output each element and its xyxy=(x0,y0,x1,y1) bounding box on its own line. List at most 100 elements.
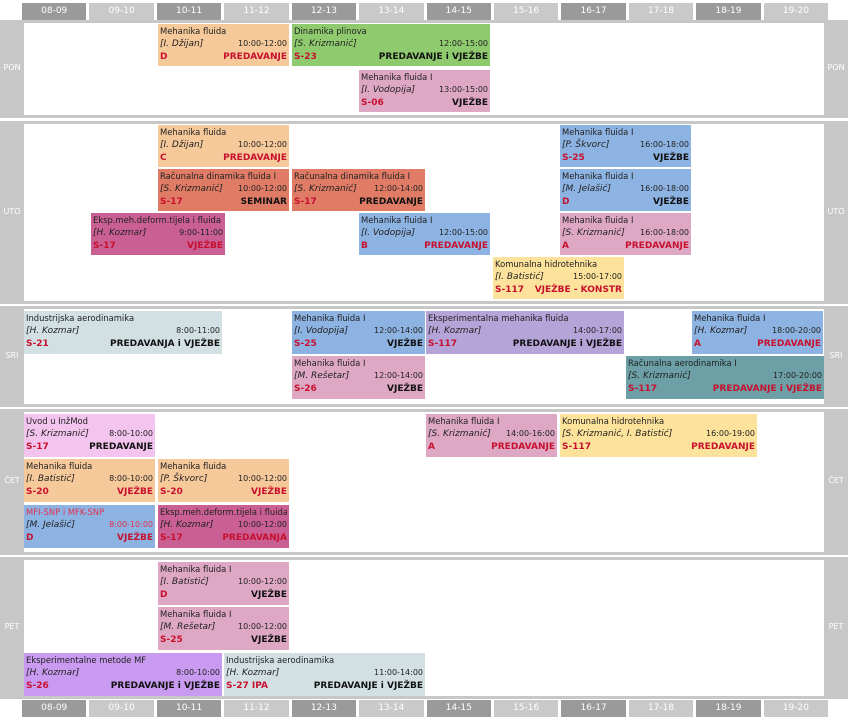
event-block[interactable]: Mehanika fluida I [P. Škvorc] 16:00-18:00 S… xyxy=(560,125,691,167)
event-title: Mehanika fluida I xyxy=(361,72,433,82)
event-time: 10:00-12:00 xyxy=(238,622,287,631)
event-block[interactable]: MFI-SNP i MFK-SNP [M. Jelašić] 8:00-10:00 D… xyxy=(24,505,155,548)
event-title: Eksperimentalne metode MF xyxy=(26,655,147,665)
event-lecturer: [I. Džijan] xyxy=(160,140,204,150)
event-type: VJEŽBE xyxy=(653,197,689,207)
event-block[interactable]: Mehanika fluida I [S. Krizmanić] 16:00-18:… xyxy=(560,213,691,255)
event-block[interactable]: Komunalna hidrotehnika [I. Batistić] 15:00… xyxy=(493,257,624,299)
hour-label-19-20: 19-20 xyxy=(763,3,829,20)
event-time: 13:00-15:00 xyxy=(439,85,488,94)
hour-label-08-09: 08-09 xyxy=(22,3,87,20)
hour-label-10-11: 10-11 xyxy=(156,700,222,717)
event-block[interactable]: Računalna dinamika fluida I [S. Krizmanić… xyxy=(292,169,425,211)
event-block[interactable]: Industrijska aerodinamika [H. Kozmar] 8:00… xyxy=(24,311,222,354)
event-title: Mehanika fluida I xyxy=(294,358,366,368)
event-block[interactable]: Eksp.meh.deform.tijela i fluida [H. Kozma… xyxy=(158,505,289,548)
event-block[interactable]: Mehanika fluida [P. Škvorc] 10:00-12:00 S-2… xyxy=(158,459,289,502)
event-block[interactable]: Mehanika fluida [I. Batistić] 8:00-10:00 S-… xyxy=(24,459,155,502)
event-lecturer: [H. Kozmar] xyxy=(226,668,280,678)
event-lecturer: [H. Kozmar] xyxy=(428,326,482,336)
event-type: PREDAVANJE xyxy=(757,339,821,349)
event-lecturer: [S. Krizmanić, I. Batistić] xyxy=(562,429,673,439)
event-lecturer: [I. Batistić] xyxy=(495,272,544,282)
event-time: 10:00-12:00 xyxy=(238,520,287,529)
day-row-pet: PET PET Mehanika fluida I [I. Batistić] 10:0… xyxy=(0,557,848,699)
event-room: A xyxy=(562,241,569,251)
event-block[interactable]: Eksperimentalna mehanika fluida [H. Kozma… xyxy=(426,311,624,354)
event-time: 14:00-16:00 xyxy=(506,429,555,438)
event-title: Mehanika fluida xyxy=(26,461,93,471)
event-time: 10:00-12:00 xyxy=(238,474,287,483)
event-block[interactable]: Uvod u InžMod [S. Krizmanić] 8:00-10:00 S-1… xyxy=(24,414,155,457)
event-title: Mehanika fluida I xyxy=(562,171,634,181)
event-type: VJEŽBE - KONSTR xyxy=(534,285,622,295)
event-block[interactable]: Komunalna hidrotehnika [S. Krizmanić, I. … xyxy=(560,414,757,457)
event-title: Mehanika fluida xyxy=(160,461,227,471)
event-type: PREDAVANJE xyxy=(223,153,287,163)
event-block[interactable]: Mehanika fluida I [I. Vodopija] 12:00-15:0… xyxy=(359,213,490,255)
event-type: VJEŽBE xyxy=(117,487,153,497)
event-room: S-17 xyxy=(160,533,183,543)
event-type: PREDAVANJE xyxy=(89,442,153,452)
event-block[interactable]: Mehanika fluida I [M. Jelašić] 16:00-18:00… xyxy=(560,169,691,211)
event-time: 9:00-11:00 xyxy=(179,228,223,237)
event-block[interactable]: Mehanika fluida [I. Džijan] 10:00-12:00 D PR… xyxy=(158,24,289,66)
day-row-pon: PON PON Mehanika fluida [I. Džijan] 10:00-12… xyxy=(0,20,848,118)
event-room: S-117 xyxy=(628,384,658,394)
event-type: PREDAVANJA xyxy=(222,533,287,543)
event-lecturer: [M. Rešetar] xyxy=(294,371,350,381)
day-label: SRI xyxy=(5,350,19,360)
event-type: VJEŽBE xyxy=(251,635,287,645)
event-room: S-117 xyxy=(495,285,525,295)
event-time: 16:00-18:00 xyxy=(640,140,689,149)
event-type: VJEŽBE xyxy=(187,241,223,251)
event-block[interactable]: Eksperimentalne metode MF [H. Kozmar] 8:00… xyxy=(24,653,222,696)
event-type: PREDAVANJE i VJEŽBE xyxy=(313,681,423,691)
event-block[interactable]: Mehanika fluida I [M. Rešetar] 12:00-14:00… xyxy=(292,356,425,399)
event-title: Mehanika fluida xyxy=(160,26,227,36)
hour-header-bottom: 08-09 09-10 10-11 11-12 12-13 13-14 14-15 15-16… xyxy=(22,700,829,717)
event-time: 10:00-12:00 xyxy=(238,577,287,586)
event-title: Komunalna hidrotehnika xyxy=(495,259,598,269)
event-type: PREDAVANJE xyxy=(223,52,287,62)
event-time: 16:00-18:00 xyxy=(640,228,689,237)
event-block[interactable]: Mehanika fluida I [M. Rešetar] 10:00-12:00… xyxy=(158,607,289,650)
event-room: B xyxy=(361,241,368,251)
event-block[interactable]: Mehanika fluida I [I. Vodopija] 12:00-14:0… xyxy=(292,311,425,354)
event-time: 8:00-10:00 xyxy=(109,520,153,529)
event-time: 8:00-11:00 xyxy=(176,326,220,335)
day-row-čet: ČET ČET Uvod u InžMod [S. Krizmanić] 8:00-10… xyxy=(0,409,848,555)
event-time: 14:00-17:00 xyxy=(573,326,622,335)
event-title: Mehanika fluida xyxy=(160,127,227,137)
event-block[interactable]: Dinamika plinova [S. Krizmanić] 12:00-15:0… xyxy=(292,24,490,66)
event-lecturer: [P. Škvorc] xyxy=(562,140,610,150)
event-time: 18:00-20:00 xyxy=(772,326,821,335)
event-block[interactable]: Računalna dinamika fluida I [S. Krizmanić… xyxy=(158,169,289,211)
event-title: Eksp.meh.deform.tijela i fluida xyxy=(160,507,287,517)
event-title: Mehanika fluida I xyxy=(694,313,766,323)
event-time: 8:00-10:00 xyxy=(109,429,153,438)
event-room: S-17 xyxy=(294,197,317,207)
hour-label-14-15: 14-15 xyxy=(426,3,491,20)
event-block[interactable]: Industrijska aerodinamika [H. Kozmar] 11:0… xyxy=(224,653,425,696)
hour-label-18-19: 18-19 xyxy=(696,3,761,20)
event-block[interactable]: Mehanika fluida I [I. Vodopija] 13:00-15:0… xyxy=(359,70,490,112)
event-time: 12:00-15:00 xyxy=(439,228,488,237)
event-title: Računalna dinamika fluida I xyxy=(294,171,411,181)
event-lecturer: [S. Krizmanić] xyxy=(428,429,491,439)
event-lecturer: [P. Škvorc] xyxy=(160,474,208,484)
event-block[interactable]: Računalna aerodinamika I [S. Krizmanić] 17… xyxy=(626,356,824,399)
hour-label-18-19: 18-19 xyxy=(696,700,761,717)
hour-label-09-10: 09-10 xyxy=(89,700,154,717)
event-block[interactable]: Eksp.meh.deform.tijela i fluida [H. Kozma… xyxy=(91,213,225,255)
event-block[interactable]: Mehanika fluida I [I. Batistić] 10:00-12:0… xyxy=(158,562,289,605)
event-block[interactable]: Mehanika fluida [I. Džijan] 10:00-12:00 C PR… xyxy=(158,125,289,167)
event-block[interactable]: Mehanika fluida I [H. Kozmar] 18:00-20:00 A… xyxy=(692,311,823,354)
event-lecturer: [M. Jelašić] xyxy=(26,520,75,530)
day-label: SRI xyxy=(829,350,843,360)
event-type: VJEŽBE xyxy=(117,533,153,543)
event-title: Industrijska aerodinamika xyxy=(26,313,135,323)
hour-header-top: 08-09 09-10 10-11 11-12 12-13 13-14 14-15 15-16… xyxy=(22,3,829,20)
day-row-sri: SRI SRI Industrijska aerodinamika [H. Kozma… xyxy=(0,306,848,407)
event-block[interactable]: Mehanika fluida I [S. Krizmanić] 14:00-16:… xyxy=(426,414,557,457)
